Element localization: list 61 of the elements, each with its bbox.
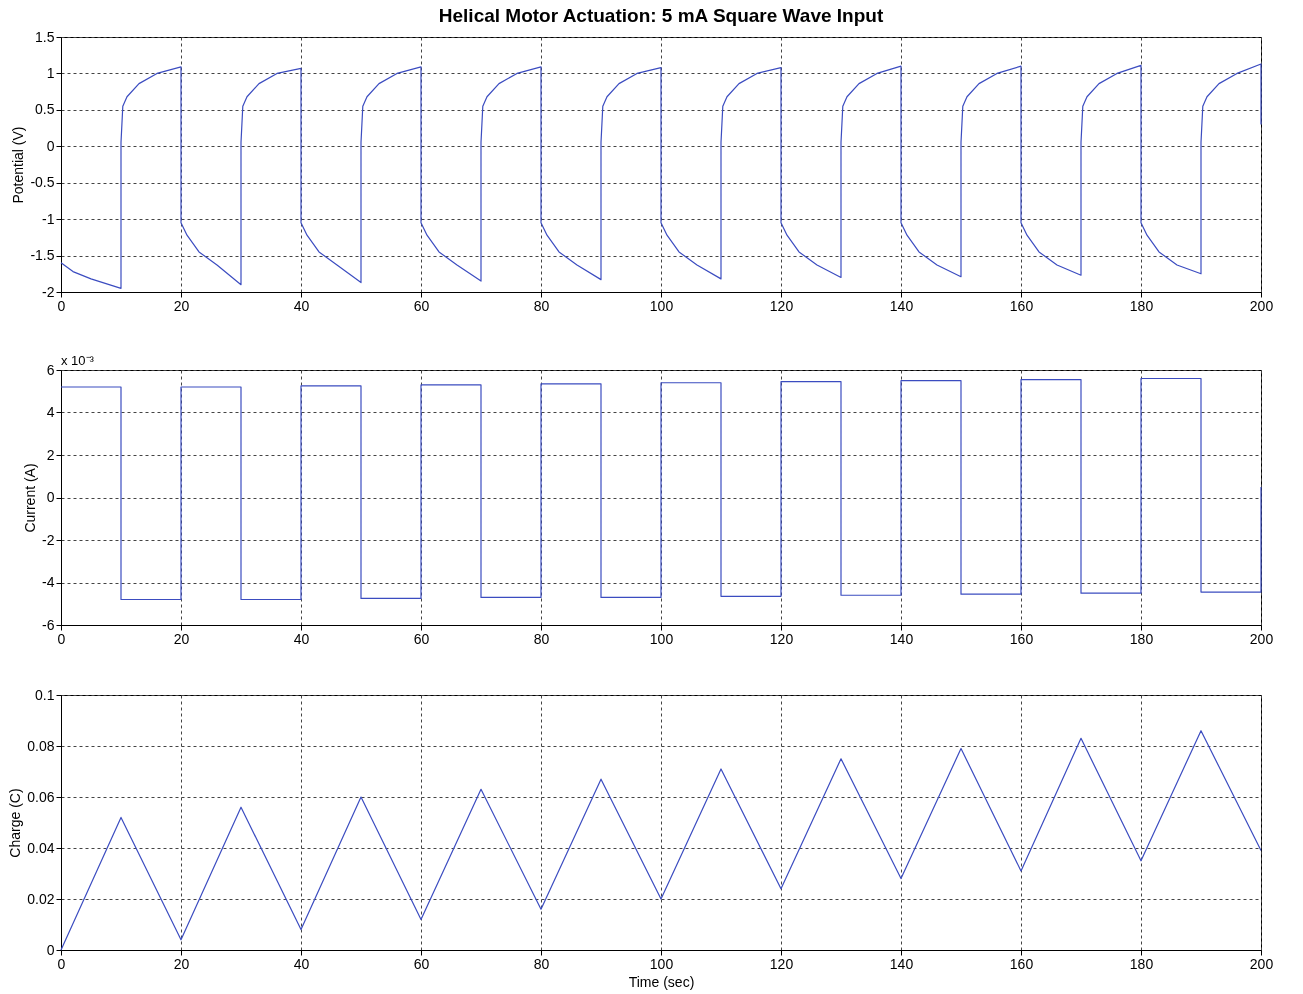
x-tick-label: 40 (293, 297, 310, 314)
line-series (60, 63, 1262, 289)
x-tick-label: 60 (413, 955, 430, 972)
x-tick-label: 180 (1129, 630, 1154, 647)
x-tick-label: 140 (889, 630, 914, 647)
x-tick-label: 120 (769, 297, 794, 314)
y-tick-label: 6 (46, 361, 55, 378)
x-tick-label: 80 (533, 955, 550, 972)
text: x 10⁻³ (61, 353, 95, 368)
x-tick-label: 80 (533, 297, 550, 314)
x-tick-label: 100 (649, 630, 674, 647)
x-tick-label: 20 (173, 630, 190, 647)
y-tick-label: -0.5 (30, 174, 55, 191)
y-tick-label: 1 (46, 64, 55, 81)
x-tick-label: 200 (1249, 297, 1274, 314)
x-tick-label: 160 (1009, 630, 1034, 647)
x-tick-label: 120 (769, 630, 794, 647)
x-tick-label: 20 (173, 955, 190, 972)
y-tick-label: 0.5 (35, 101, 55, 118)
x-tick-label: 160 (1009, 955, 1034, 972)
x-tick-label: 60 (413, 630, 430, 647)
y-tick-label: 4 (46, 404, 55, 420)
x-tick-label: 140 (889, 955, 914, 972)
x-axis-title: Time (sec) (628, 973, 695, 990)
x-tick-label: 0 (57, 955, 66, 972)
y-tick-label: 0 (46, 941, 55, 958)
y-tick-label: 2 (46, 446, 55, 463)
y-axis-title: Charge (C) (7, 788, 24, 858)
x-tick-label: 180 (1129, 297, 1154, 314)
x-tick-label: 200 (1249, 955, 1274, 972)
x-tick-label: 180 (1129, 955, 1154, 972)
y-tick-label: -2 (42, 283, 55, 300)
x-tick-label: 0 (57, 630, 66, 647)
x-tick-label: 20 (173, 297, 190, 314)
x-tick-label: 200 (1249, 630, 1274, 647)
y-tick-label: 0.04 (27, 839, 55, 856)
y-tick-label: 1.5 (35, 28, 55, 45)
x-tick-label: 100 (649, 297, 674, 314)
y-tick-label: -2 (42, 531, 55, 548)
y-axis-title: Current (A) (22, 463, 39, 533)
x-tick-label: 160 (1009, 297, 1034, 314)
y-tick-label: -1 (42, 210, 55, 227)
y-tick-label: -1.5 (30, 247, 55, 264)
y-tick-label: 0.02 (27, 890, 55, 907)
x-tick-label: 40 (293, 955, 310, 972)
chart-title: Helical Motor Actuation: 5 mA Square Wave Input (438, 5, 884, 26)
y-tick-label: 0.06 (27, 788, 55, 805)
x-tick-label: 40 (293, 630, 310, 647)
x-tick-label: 60 (413, 297, 430, 314)
x-tick-label: 80 (533, 630, 550, 647)
x-tick-label: 100 (649, 955, 674, 972)
y-axis-title: Potential (V) (10, 126, 27, 204)
x-tick-label: 140 (889, 297, 914, 314)
y-tick-label: -4 (42, 574, 55, 590)
y-tick-label: 0.08 (27, 737, 55, 754)
x-tick-label: 0 (57, 297, 66, 314)
y-tick-label: 0 (46, 489, 55, 505)
y-tick-label: 0 (46, 137, 55, 154)
y-tick-label: -6 (42, 616, 55, 633)
y-tick-label: 0.1 (35, 686, 55, 703)
x-tick-label: 120 (769, 955, 794, 972)
